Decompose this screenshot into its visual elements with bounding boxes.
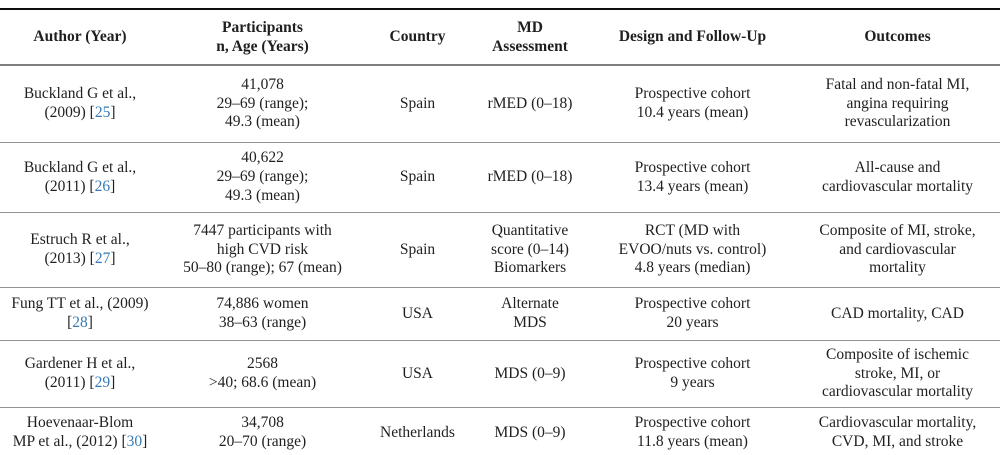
cell-author: Fung TT et al., (2009) [28] [0,287,160,341]
column-header-author: Author (Year) [0,9,160,66]
cell-md-assessment: MDS (0–9) [494,423,566,441]
cell-country: USA [365,340,470,408]
cell-participants: 34,708 20–70 (range) [218,414,307,450]
cell-outcomes: Composite of ischemic stroke, MI, or car… [795,340,1000,408]
table-row: Fung TT et al., (2009) [28] 74,886 women … [0,287,1000,341]
cell-participants: 40,622 29–69 (range); 49.3 (mean) [160,142,365,213]
cell-design-follow-up: Prospective cohort 11.8 years (mean) [634,414,751,450]
reference-link[interactable]: 29 [94,374,111,391]
cell-outcomes: Cardiovascular mortality, CVD, MI, and s… [818,414,977,450]
cell-md-assessment: MDS (0–9) [470,340,590,408]
cell-author: Buckland G et al., (2009) [25] [0,65,160,143]
cell-md-assessment: rMED (0–18) [470,65,590,143]
table-header-row: Author (Year) Participants n, Age (Years… [0,9,1000,66]
column-header-md-assessment: MD Assessment [470,9,590,66]
cell-participants: 7447 participants with high CVD risk 50–… [160,212,365,288]
table-row: Hoevenaar-Blom MP et al., (2012) [30] 34,… [0,408,1000,455]
column-header-design-follow-up: Design and Follow-Up [590,9,795,66]
table-row: Gardener H et al., (2011) [29] 2568 >40; … [0,340,1000,408]
reference-link[interactable]: 27 [94,250,111,267]
cell-participants: 41,078 29–69 (range); 49.3 (mean) [160,65,365,143]
reference-link[interactable]: 28 [72,314,88,331]
cell-design-follow-up: Prospective cohort 20 years [590,287,795,341]
cell-md-assessment: Quantitative score (0–14) Biomarkers [470,212,590,288]
cell-outcomes: Fatal and non-fatal MI, angina requiring… [795,65,1000,143]
reference-link[interactable]: 25 [94,104,111,121]
cell-country: Spain [365,65,470,143]
table-row: Buckland G et al., (2011) [26] 40,622 29–… [0,142,1000,213]
cell-outcomes: All-cause and cardiovascular mortality [795,142,1000,213]
cell-author: Hoevenaar-Blom MP et al., (2012) [30] [12,414,148,450]
cell-author: Estruch R et al., (2013) [27] [0,212,160,288]
cell-participants: 2568 >40; 68.6 (mean) [160,340,365,408]
cell-design-follow-up: Prospective cohort 10.4 years (mean) [590,65,795,143]
reference-link[interactable]: 26 [94,177,111,195]
cell-country: USA [365,287,470,341]
table-body: Buckland G et al., (2009) [25] 41,078 29–… [0,65,1000,455]
column-header-participants: Participants n, Age (Years) [160,9,365,66]
cell-design-follow-up: RCT (MD with EVOO/nuts vs. control) 4.8 … [590,212,795,288]
cell-outcomes: Composite of MI, stroke, and cardiovascu… [795,212,1000,288]
study-table: Author (Year) Participants n, Age (Years… [0,8,1000,455]
reference-link[interactable]: 30 [126,433,143,450]
cell-country: Netherlands [380,423,455,441]
table-row: Estruch R et al., (2013) [27] 7447 partic… [0,212,1000,288]
cell-country: Spain [365,212,470,288]
cell-design-follow-up: Prospective cohort 13.4 years (mean) [590,142,795,213]
cell-author: Gardener H et al., (2011) [29] [0,340,160,408]
cell-md-assessment: Alternate MDS [470,287,590,341]
cell-country: Spain [365,142,470,213]
cell-outcomes: CAD mortality, CAD [795,287,1000,341]
column-header-country: Country [365,9,470,66]
cell-md-assessment: rMED (0–18) [470,142,590,213]
cell-author: Buckland G et al., (2011) [26] [0,142,160,213]
column-header-outcomes: Outcomes [795,9,1000,66]
cell-participants: 74,886 women 38–63 (range) [160,287,365,341]
cell-design-follow-up: Prospective cohort 9 years [590,340,795,408]
table-row: Buckland G et al., (2009) [25] 41,078 29–… [0,65,1000,143]
